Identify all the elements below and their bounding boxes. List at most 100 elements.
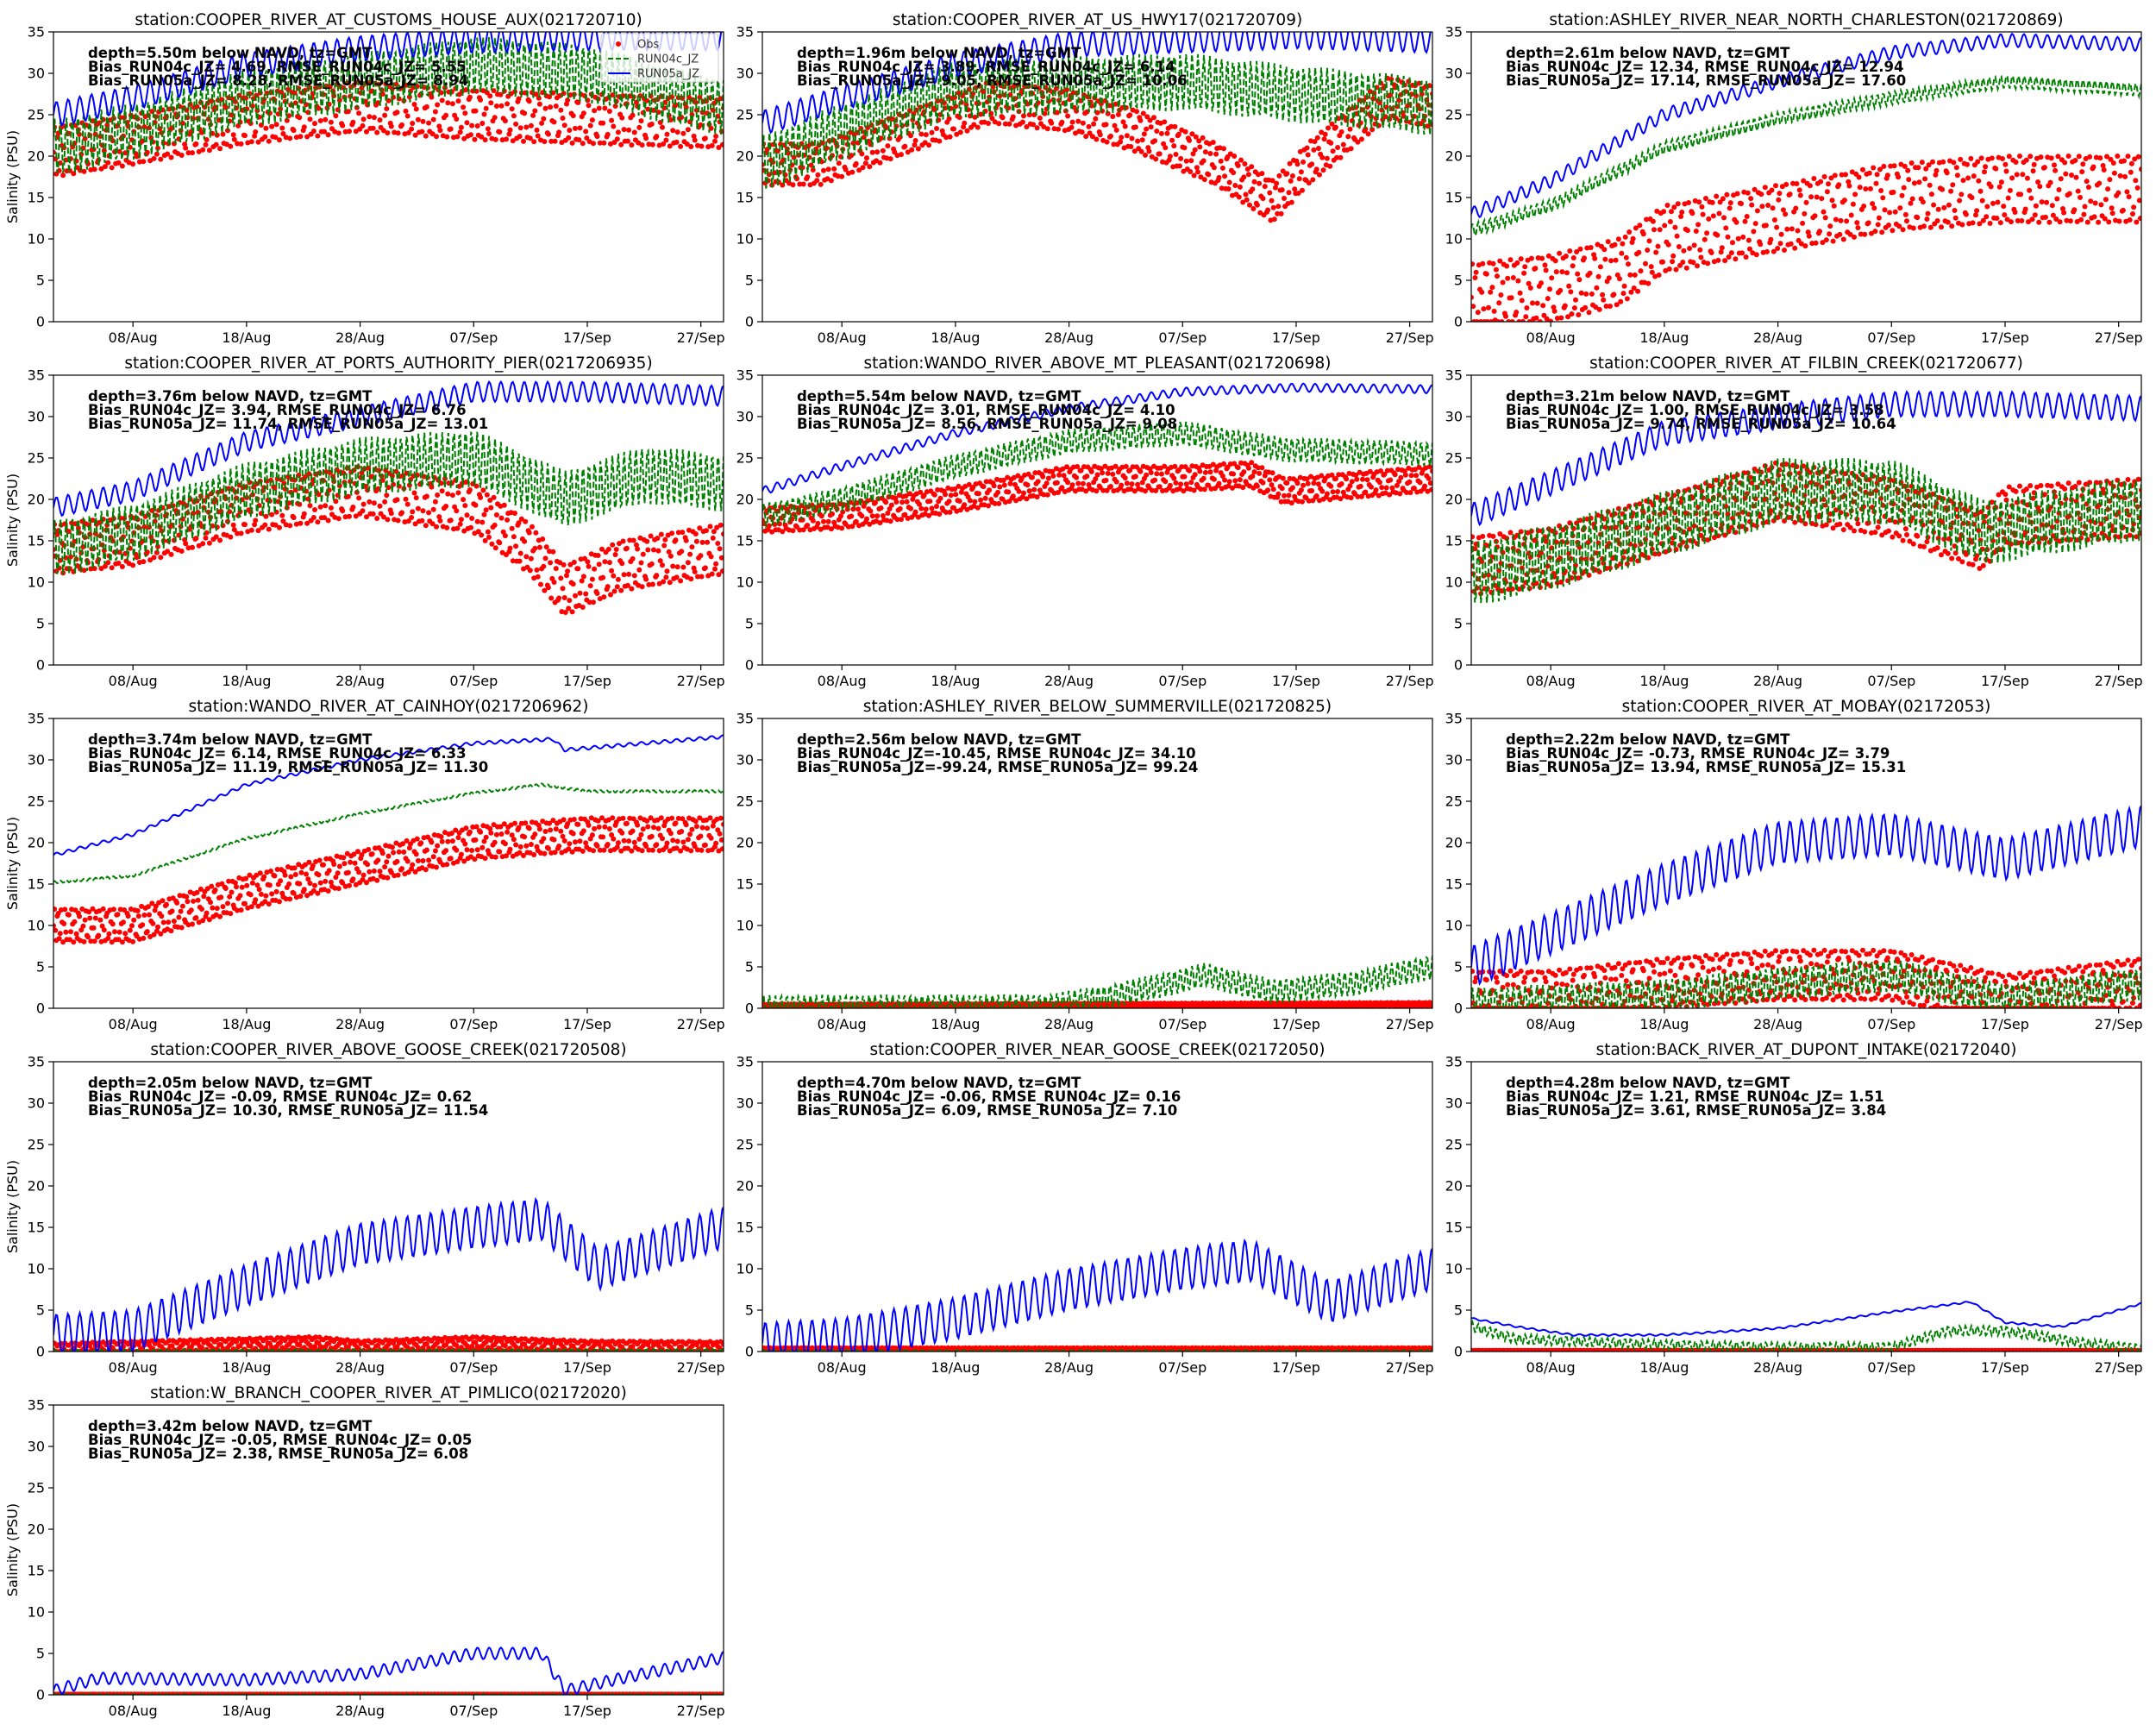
obs-point bbox=[200, 541, 206, 547]
obs-point bbox=[527, 135, 533, 141]
run04c-line bbox=[53, 431, 724, 574]
obs-point bbox=[1044, 126, 1050, 132]
obs-point bbox=[99, 923, 105, 929]
obs-point bbox=[1232, 154, 1238, 159]
obs-point bbox=[1188, 169, 1194, 174]
obs-point bbox=[1671, 204, 1677, 210]
obs-point bbox=[1382, 490, 1388, 496]
obs-point bbox=[2076, 154, 2082, 160]
obs-point bbox=[1273, 185, 1278, 191]
obs-point bbox=[66, 937, 72, 943]
run05a-line bbox=[1471, 32, 2141, 219]
obs-point bbox=[635, 546, 641, 552]
obs-point bbox=[548, 850, 555, 856]
obs-point bbox=[2006, 154, 2012, 160]
obs-point bbox=[473, 502, 479, 508]
obs-point bbox=[1652, 273, 1658, 279]
obs-point bbox=[328, 879, 334, 885]
obs-point bbox=[266, 901, 272, 907]
obs-point bbox=[597, 596, 603, 602]
plot-area bbox=[762, 32, 1432, 223]
obs-point bbox=[364, 129, 369, 135]
obs-point bbox=[956, 90, 962, 96]
obs-point bbox=[168, 928, 174, 934]
obs-point bbox=[492, 545, 498, 551]
obs-point bbox=[409, 126, 415, 132]
obs-point bbox=[1841, 198, 1847, 204]
obs-point bbox=[439, 97, 445, 104]
obs-point bbox=[1548, 318, 1554, 322]
obs-point bbox=[630, 112, 636, 118]
obs-point bbox=[1030, 474, 1035, 480]
obs-point bbox=[1618, 298, 1624, 304]
obs-point bbox=[122, 931, 128, 937]
obs-point bbox=[685, 560, 691, 566]
obs-point bbox=[1759, 204, 1765, 210]
obs-point bbox=[1595, 273, 1601, 279]
obs-point bbox=[1070, 464, 1076, 470]
obs-point bbox=[1717, 199, 1723, 205]
obs-point bbox=[667, 143, 673, 149]
obs-point bbox=[345, 109, 351, 115]
obs-point bbox=[1632, 543, 1638, 549]
obs-point bbox=[1792, 519, 1798, 525]
obs-point bbox=[1896, 174, 1902, 180]
obs-point bbox=[621, 572, 627, 578]
obs-point bbox=[147, 912, 152, 918]
obs-point bbox=[1959, 222, 1965, 228]
obs-point bbox=[716, 572, 722, 578]
obs-point bbox=[505, 517, 511, 523]
obs-point bbox=[667, 580, 673, 586]
obs-point bbox=[995, 489, 1001, 495]
x-tick-label: 27/Sep bbox=[2095, 673, 2143, 689]
obs-point bbox=[135, 913, 141, 919]
obs-point bbox=[1828, 175, 1834, 181]
obs-point bbox=[661, 543, 667, 549]
obs-point bbox=[1733, 219, 1739, 225]
obs-point bbox=[370, 511, 376, 517]
obs-point bbox=[263, 893, 269, 899]
x-tick-label: 07/Sep bbox=[449, 673, 498, 689]
obs-point bbox=[1015, 473, 1021, 479]
obs-point bbox=[1620, 291, 1626, 297]
obs-point bbox=[158, 931, 164, 937]
obs-point bbox=[1702, 236, 1708, 242]
obs-point bbox=[821, 167, 826, 173]
obs-point bbox=[1384, 467, 1390, 474]
obs-point bbox=[1218, 158, 1224, 164]
obs-point bbox=[1148, 124, 1154, 130]
obs-point bbox=[1198, 486, 1204, 492]
obs-point bbox=[1275, 204, 1282, 210]
obs-point bbox=[203, 141, 209, 147]
obs-point bbox=[188, 907, 194, 913]
obs-point bbox=[1499, 588, 1505, 594]
obs-point bbox=[997, 484, 1003, 490]
obs-point bbox=[1958, 156, 1964, 162]
obs-point bbox=[488, 505, 494, 511]
obs-point bbox=[1305, 152, 1311, 158]
obs-point bbox=[488, 100, 494, 106]
obs-point bbox=[643, 135, 649, 141]
obs-point bbox=[517, 550, 523, 556]
x-tick-label: 18/Aug bbox=[931, 673, 980, 689]
obs-point bbox=[445, 100, 451, 106]
obs-point bbox=[904, 499, 910, 505]
obs-point bbox=[325, 518, 331, 524]
obs-point bbox=[1643, 260, 1648, 267]
obs-point bbox=[1706, 498, 1712, 504]
obs-point bbox=[382, 112, 388, 118]
obs-point bbox=[617, 541, 622, 547]
obs-point bbox=[208, 900, 213, 906]
obs-point bbox=[908, 133, 913, 139]
axes-frame bbox=[1470, 31, 2142, 323]
obs-point bbox=[1901, 185, 1907, 191]
obs-point bbox=[77, 131, 82, 137]
obs-point bbox=[347, 513, 352, 519]
obs-point bbox=[634, 542, 639, 548]
obs-point bbox=[2125, 477, 2131, 482]
obs-point bbox=[880, 513, 886, 518]
obs-point bbox=[498, 824, 504, 830]
x-tick-label: 18/Aug bbox=[931, 329, 980, 346]
obs-point bbox=[712, 566, 718, 572]
obs-point bbox=[1926, 162, 1932, 168]
